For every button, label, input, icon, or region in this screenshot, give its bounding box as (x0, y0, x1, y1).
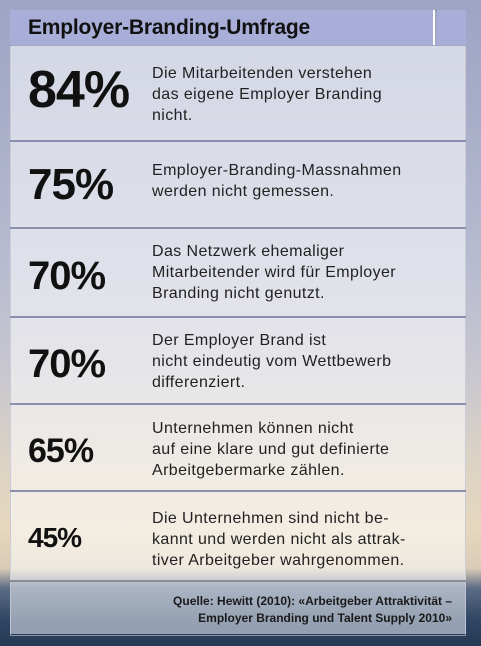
result-description: Unternehmen können nicht auf eine klare … (152, 420, 390, 479)
percent-value: 84% (28, 61, 130, 119)
list-item: 84% Die Mitarbeitenden verstehen das eig… (10, 46, 466, 142)
source-line-2: Employer Branding und Talent Supply 2010… (198, 611, 452, 625)
list-item: 75% Employer-Branding-Massnahmen werden … (10, 142, 466, 229)
result-description: Die Unternehmen sind nicht be- kannt und… (152, 510, 406, 569)
result-description: Der Employer Brand ist nicht eindeutig v… (152, 332, 392, 391)
result-description: Das Netzwerk ehemaliger Mitarbeitender w… (152, 243, 396, 302)
percent-value: 65% (28, 432, 94, 470)
percent-value: 70% (28, 254, 106, 298)
header-end-cap (437, 10, 466, 45)
list-item: 70% Das Netzwerk ehemaliger Mitarbeitend… (10, 229, 466, 318)
source-citation: Quelle: Hewitt (2010): «Arbeitgeber Attr… (10, 582, 466, 634)
page-title: Employer-Branding-Umfrage (28, 16, 311, 39)
list-item: 45% Die Unternehmen sind nicht be- kannt… (10, 492, 466, 580)
list-item: 70% Der Employer Brand ist nicht eindeut… (10, 318, 466, 405)
result-description: Die Mitarbeitenden verstehen das eigene … (152, 65, 383, 124)
result-description: Employer-Branding-Massnahmen werden nich… (152, 162, 402, 200)
list-item: 65% Unternehmen können nicht auf eine kl… (10, 405, 466, 492)
source-line-1: Quelle: Hewitt (2010): «Arbeitgeber Attr… (173, 594, 452, 608)
header-bar: Employer-Branding-Umfrage (10, 10, 435, 45)
percent-value: 70% (28, 342, 106, 386)
percent-value: 75% (28, 160, 114, 209)
percent-value: 45% (28, 522, 82, 553)
survey-results-list: 84% Die Mitarbeitenden verstehen das eig… (10, 46, 466, 580)
